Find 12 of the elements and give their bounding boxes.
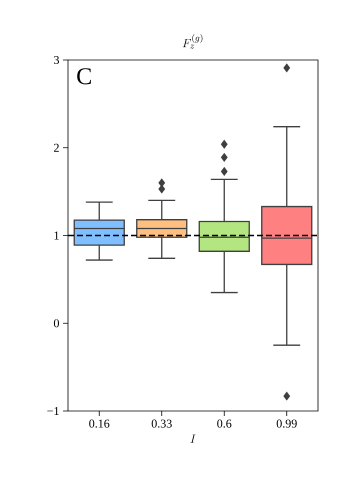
y-tick-label: 1 — [54, 232, 59, 240]
x-tick-label: 0.33 — [152, 420, 172, 428]
y-tick-label: 2 — [54, 144, 59, 152]
y-tick-label: 3 — [54, 56, 60, 64]
y-tick-label: 0 — [54, 319, 60, 328]
y-tick-label: −1 — [47, 407, 59, 415]
x-tick-label: 0.6 — [217, 420, 232, 428]
chart-title: $F_z^{(g)}$ — [182, 34, 202, 49]
x-tick-label: 0.16 — [89, 420, 110, 428]
x-tick-label: 0.99 — [276, 420, 297, 428]
annotation: C — [77, 68, 91, 84]
x-axis-title: $I$ — [190, 434, 196, 443]
